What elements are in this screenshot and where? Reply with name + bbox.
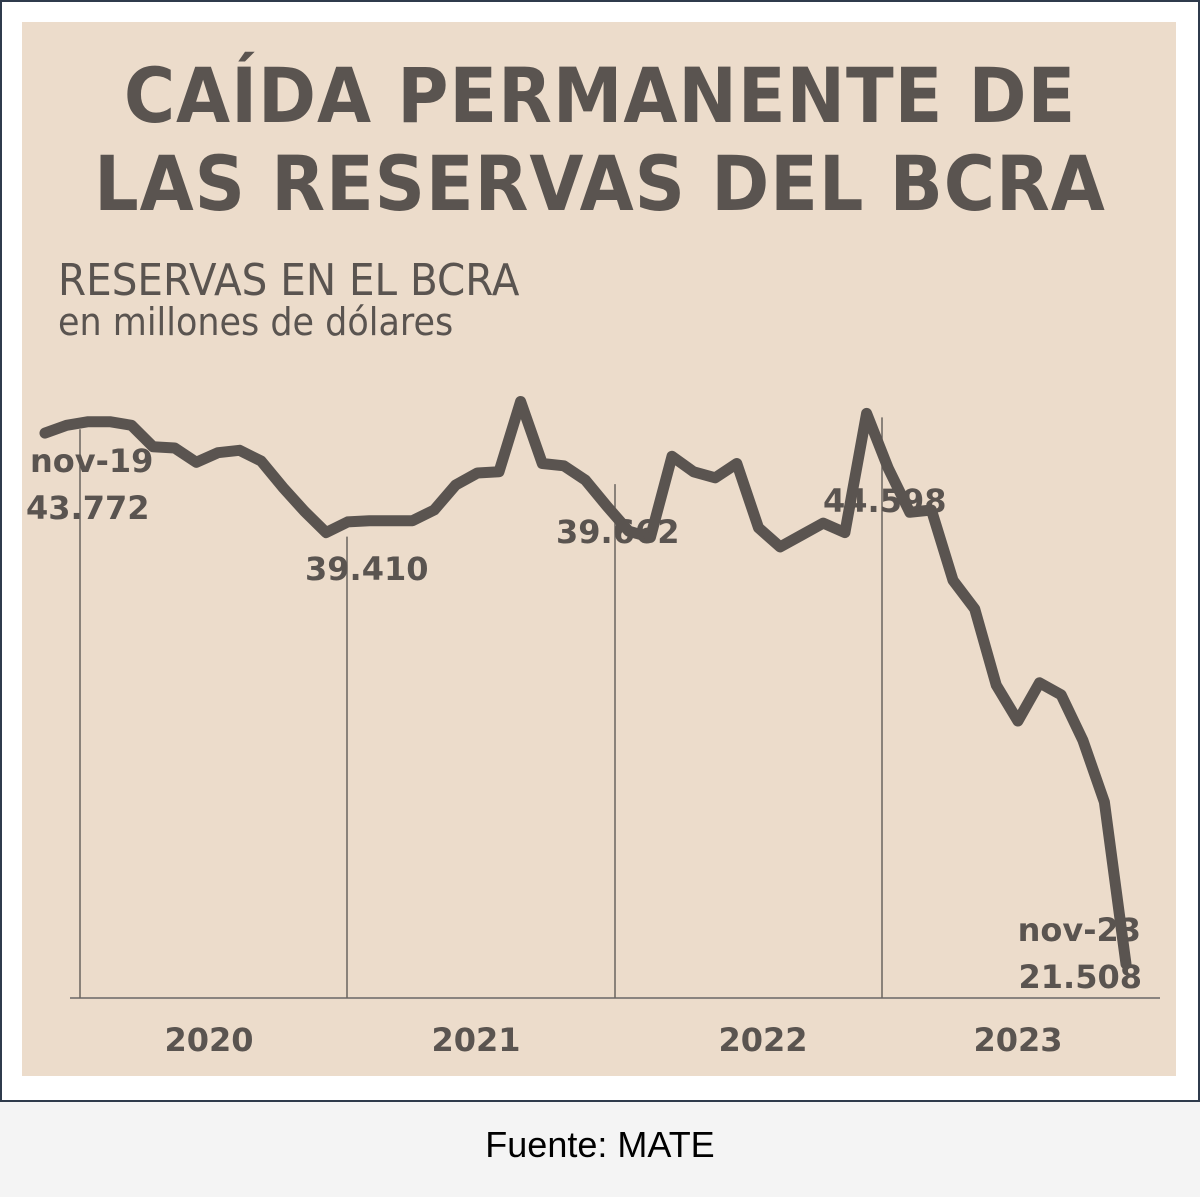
annotation-start-date: nov-19: [30, 442, 153, 480]
annotation-end-value: 21.508: [1019, 958, 1142, 996]
chart-unit: en millones de dólares: [58, 300, 454, 344]
chart-subtitle: RESERVAS EN EL BCRA: [58, 255, 520, 306]
annotation-2020-low-value: 39.410: [305, 550, 428, 588]
year-label-2022: 2022: [718, 1021, 807, 1059]
annotation-start-value: 43.772: [26, 489, 149, 527]
title-line-1: CAÍDA PERMANENTE DE: [123, 51, 1077, 140]
annotation-end-date: nov-23: [1018, 911, 1141, 949]
title-line-2: LAS RESERVAS DEL BCRA: [94, 139, 1106, 228]
year-gridlines: [79, 417, 883, 998]
source-note: Fuente: MATE: [485, 1124, 715, 1165]
annotation-2021-value: 39.662: [556, 513, 679, 551]
annotation-2022-peak-value: 44.598: [823, 482, 946, 520]
line-chart: nov-19 43.772 39.410 39.662 44.598 nov-2…: [26, 396, 1160, 1059]
year-label-2023: 2023: [973, 1021, 1062, 1059]
chart-panel: [22, 22, 1176, 1076]
chart-title: CAÍDA PERMANENTE DE LAS RESERVAS DEL BCR…: [48, 52, 1152, 228]
year-label-2021: 2021: [431, 1021, 520, 1059]
year-label-2020: 2020: [164, 1021, 253, 1059]
series-line-reservas: [39, 396, 1132, 970]
